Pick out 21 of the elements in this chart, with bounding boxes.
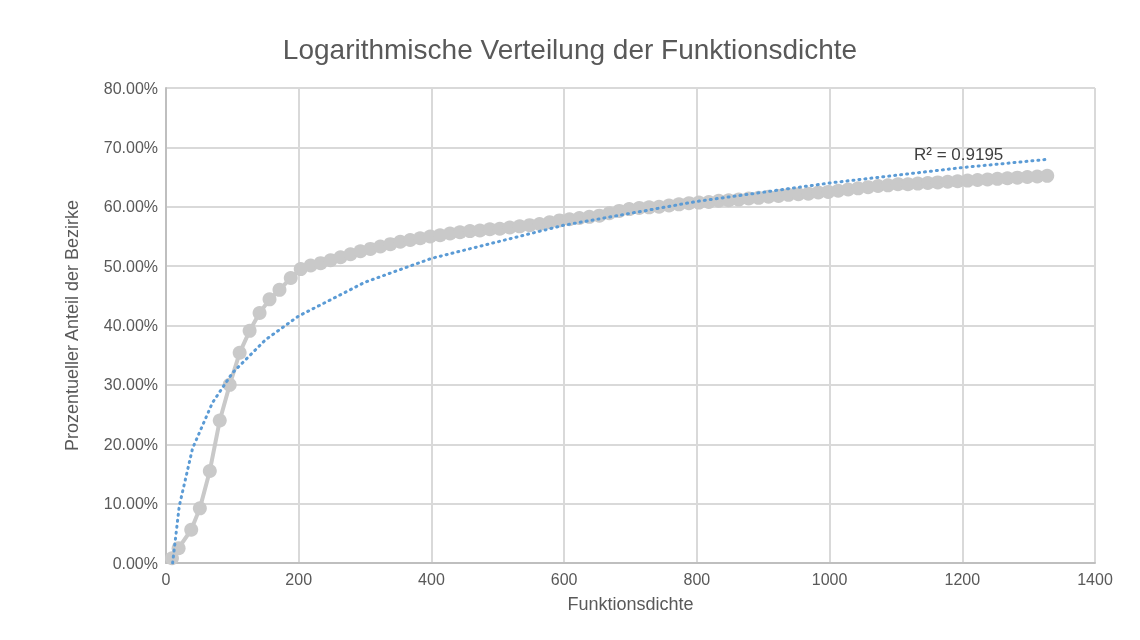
x-tick-label: 1200 — [944, 570, 981, 588]
y-tick-label: 80.00% — [103, 79, 158, 97]
y-tick-label: 70.00% — [103, 138, 158, 156]
x-tick-label: 200 — [285, 570, 313, 588]
x-tick-label: 0 — [161, 570, 171, 588]
annotation: R² = 0.9195 — [914, 145, 1004, 164]
x-tick-label: 1000 — [811, 570, 848, 588]
x-tick-label: 400 — [418, 570, 445, 588]
x-tick-label: 1400 — [1077, 570, 1113, 588]
y-tick-label: 0.00% — [112, 554, 158, 572]
x-tick-label: 800 — [683, 570, 711, 588]
y-tick-label: 60.00% — [103, 198, 158, 216]
chart-title: Logarithmische Verteilung der Funktionsdichte — [282, 33, 858, 65]
y-tick-label: 20.00% — [103, 435, 158, 453]
y-tick-label: 40.00% — [103, 317, 158, 334]
x-tick-label: 600 — [550, 570, 578, 588]
y-tick-label: 10.00% — [103, 495, 158, 513]
x-axis-title: Funktionsdichte — [567, 594, 694, 614]
y-tick-label: 50.00% — [103, 257, 158, 275]
y-axis-title: Prozentueller Anteil der Bezirke — [62, 199, 82, 452]
y-tick-label: 30.00% — [103, 376, 158, 394]
